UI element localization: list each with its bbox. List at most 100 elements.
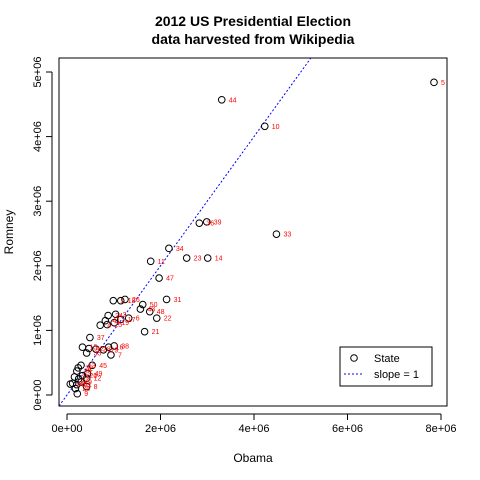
- point-label: 12: [94, 376, 102, 383]
- data-point: [82, 349, 91, 357]
- point-label: 2: [86, 376, 90, 383]
- point-label: 48: [157, 309, 165, 316]
- point-label: 5: [441, 80, 445, 87]
- data-point: [202, 218, 211, 226]
- point-label: 7: [118, 352, 122, 359]
- x-ticks: 0e+00 2e+06 4e+06 6e+06 8e+06: [52, 414, 457, 435]
- point-label: 44: [229, 97, 237, 104]
- y-tick-label: 0e+00: [32, 380, 44, 411]
- point-label: 8: [94, 384, 98, 391]
- data-point: [165, 244, 173, 253]
- point-label: 21: [152, 329, 160, 336]
- data-point: [96, 321, 104, 330]
- data-point: [182, 254, 191, 262]
- point-label: 28: [103, 347, 111, 354]
- data-point: [83, 369, 92, 378]
- point-labels-group: 5441033393634142311473126185048432221631…: [77, 80, 445, 398]
- x-tick-label: 0e+00: [52, 423, 83, 435]
- data-point: [78, 343, 87, 351]
- point-label: 4: [107, 323, 111, 330]
- point-label: 37: [97, 335, 105, 342]
- data-point: [82, 374, 91, 383]
- x-tick-label: 2e+06: [145, 423, 176, 435]
- point-label: 16: [116, 345, 124, 352]
- point-label: 18: [128, 298, 136, 305]
- point-label: 40: [77, 382, 85, 389]
- point-label: 26: [82, 386, 90, 393]
- legend: State slope = 1: [339, 346, 433, 387]
- x-axis-label: Obama: [233, 451, 273, 465]
- point-label: 32: [85, 365, 93, 372]
- point-label: 11: [158, 259, 165, 266]
- data-point: [217, 95, 226, 104]
- data-point: [124, 314, 133, 322]
- point-label: 9: [84, 391, 88, 398]
- point-label: 9: [88, 380, 92, 387]
- point-label: 15: [89, 345, 97, 352]
- point-label: 47: [166, 276, 174, 283]
- slope-one-line: [58, 57, 312, 407]
- point-label: 24: [115, 313, 123, 320]
- data-point: [195, 219, 204, 227]
- point-label: 39: [214, 219, 222, 226]
- point-label: 10: [272, 124, 280, 131]
- data-point: [111, 310, 120, 319]
- y-axis-label: Romney: [2, 210, 16, 255]
- data-point: [121, 295, 129, 304]
- points-group: [66, 78, 438, 398]
- data-point: [162, 295, 171, 304]
- y-tick-label: 2e+06: [32, 250, 44, 281]
- data-point: [92, 345, 100, 353]
- point-label: 14: [215, 256, 223, 263]
- data-point: [71, 384, 80, 393]
- legend-box: [339, 346, 433, 387]
- point-label: 27: [81, 374, 89, 381]
- x-tick-label: 4e+06: [239, 423, 270, 435]
- data-point: [86, 333, 94, 342]
- y-tick-label: 4e+06: [32, 121, 44, 152]
- y-tick-label: 3e+06: [32, 186, 44, 217]
- data-point: [146, 257, 155, 266]
- data-point: [70, 373, 79, 381]
- x-tick-label: 8e+06: [426, 423, 457, 435]
- plot-area-frame: [58, 57, 448, 407]
- point-label: 43: [147, 307, 155, 314]
- data-point: [88, 361, 97, 370]
- data-point: [272, 230, 281, 238]
- y-tick-label: 1e+06: [32, 315, 44, 346]
- point-label: 26: [132, 297, 140, 304]
- point-label: 29: [110, 347, 118, 354]
- point-label: 34: [176, 246, 184, 253]
- data-point: [145, 307, 154, 316]
- y-ticks: 0e+00 1e+06 2e+06 3e+06 4e+06 5e+06: [32, 57, 52, 411]
- data-point: [116, 315, 125, 324]
- point-label: 35: [94, 351, 102, 358]
- point-label: 19: [121, 320, 129, 327]
- point-label: 45: [99, 363, 107, 370]
- point-label: 31: [174, 297, 182, 304]
- data-point: [152, 314, 161, 322]
- chart-subtitle: data harvested from Wikipedia: [152, 31, 355, 47]
- data-point: [110, 342, 119, 350]
- data-point: [99, 345, 108, 354]
- point-label: 38: [121, 343, 129, 350]
- data-point: [140, 327, 149, 336]
- point-label: 3: [123, 312, 127, 319]
- data-point: [116, 296, 125, 305]
- point-label: 6: [136, 316, 140, 323]
- point-label: 46: [80, 381, 88, 388]
- point-label: 22: [164, 316, 172, 323]
- data-point: [101, 316, 110, 325]
- point-label: 36: [206, 221, 214, 228]
- data-point: [203, 254, 212, 262]
- data-point: [77, 378, 85, 386]
- y-tick-label: 5e+06: [32, 57, 44, 88]
- data-point: [155, 274, 163, 282]
- reference-line-group: [58, 57, 312, 407]
- point-label: 42: [96, 346, 104, 353]
- point-label: 25: [114, 322, 122, 329]
- legend-state-symbol: [350, 354, 358, 362]
- data-point: [430, 78, 438, 87]
- legend-state-label: State: [374, 353, 400, 365]
